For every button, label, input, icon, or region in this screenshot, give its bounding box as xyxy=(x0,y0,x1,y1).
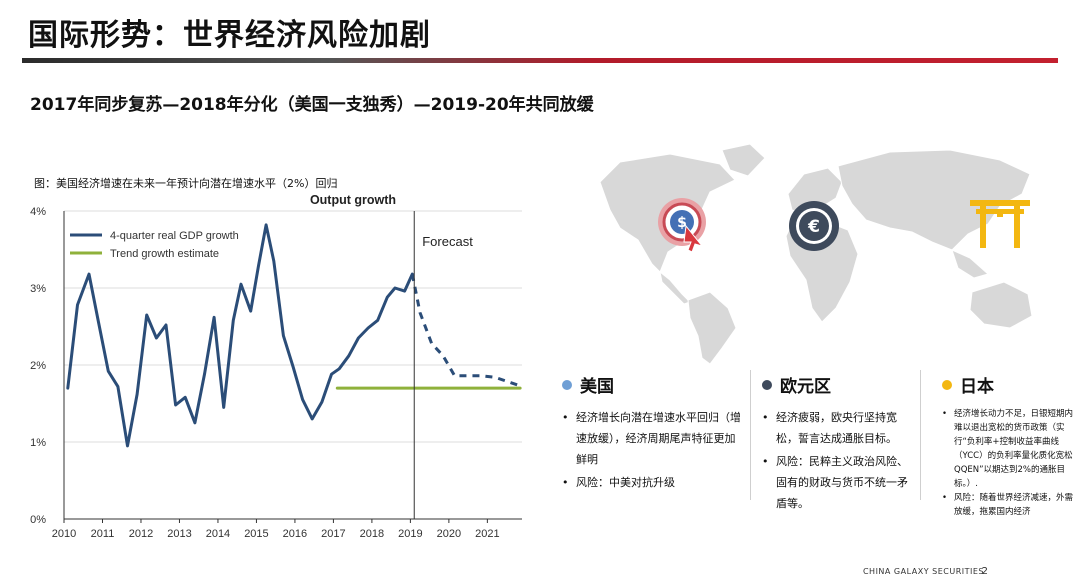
legend-label: 4-quarter real GDP growth xyxy=(110,230,239,242)
region-us-dot xyxy=(562,379,572,390)
chart-legend: 4-quarter real GDP growth Trend growth es… xyxy=(70,230,239,260)
page-title: 国际形势：世界经济风险加剧 xyxy=(28,18,431,53)
x-tick-label: 2016 xyxy=(283,528,307,540)
y-tick-label: 2% xyxy=(30,360,46,372)
region-us-bullet: 经济增长向潜在增速水平回归（增速放缓），经济周期尾声特征更加鲜明 xyxy=(562,407,742,470)
region-japan-bullet: 风险：随着世界经济减速，外需放缓，拖累国内经济 xyxy=(942,491,1076,519)
torii-gate-icon xyxy=(970,200,1030,248)
x-tick-label: 2011 xyxy=(91,528,115,540)
x-tick-label: 2012 xyxy=(129,528,153,540)
chart-axes: 0% 1% 2% 3% 4% 2010 2011 2012 2013 2014 2015 2016 20… xyxy=(30,206,522,540)
region-eurozone-bullet: 经济疲弱，欧央行坚持宽松，誓言达成通胀目标。 xyxy=(762,407,912,449)
svg-text:€: € xyxy=(807,217,820,237)
column-divider xyxy=(920,370,921,500)
x-tick-label: 2014 xyxy=(206,528,230,540)
title-divider xyxy=(22,58,1058,63)
region-eurozone-dot xyxy=(762,379,772,390)
x-tick-label: 2015 xyxy=(244,528,268,540)
map-south-america xyxy=(687,291,737,365)
region-eurozone-title: 欧元区 xyxy=(780,377,831,397)
page-number: 2 xyxy=(981,566,988,577)
chart-title: Output growth xyxy=(310,193,396,207)
series-line-1 xyxy=(410,273,521,388)
x-tick-label: 2019 xyxy=(398,528,422,540)
x-tick-label: 2010 xyxy=(52,528,76,540)
chart-caption: 图：美国经济增速在未来一年预计向潜在增速水平（2%）回归 xyxy=(34,177,338,190)
page-subtitle: 2017年同步复苏—2018年分化（美国一支独秀）—2019-20年共同放缓 xyxy=(30,95,594,115)
svg-text:$: $ xyxy=(677,215,687,231)
region-japan-dot xyxy=(942,379,952,390)
region-eurozone-bullet: 风险：民粹主义政治风险、固有的财政与货币不统一矛盾等。 xyxy=(762,451,912,514)
x-tick-label: 2013 xyxy=(167,528,191,540)
forecast-label: Forecast xyxy=(422,234,473,249)
column-divider xyxy=(750,370,751,500)
region-japan: 日本 经济增长动力不足，日银短期内难以退出宽松的货币政策（实行“负利率+控制收益… xyxy=(942,372,1076,519)
region-us: 美国 经济增长向潜在增速水平回归（增速放缓），经济周期尾声特征更加鲜明 风险：中… xyxy=(562,372,742,495)
y-tick-label: 4% xyxy=(30,206,46,218)
y-tick-label: 3% xyxy=(30,283,46,295)
footer-brand: CHINA GALAXY SECURITIES xyxy=(862,567,984,576)
region-us-title: 美国 xyxy=(580,377,614,397)
x-tick-label: 2021 xyxy=(475,528,499,540)
region-japan-bullet: 经济增长动力不足，日银短期内难以退出宽松的货币政策（实行“负利率+控制收益率曲线… xyxy=(942,407,1076,491)
y-tick-label: 0% xyxy=(30,514,46,526)
map-greenland xyxy=(721,143,766,177)
y-tick-label: 1% xyxy=(30,437,46,449)
legend-label: Trend growth estimate xyxy=(110,248,219,260)
dollar-cursor-icon: $ xyxy=(658,198,706,253)
chart-series xyxy=(66,223,522,448)
x-tick-label: 2020 xyxy=(437,528,461,540)
x-tick-label: 2018 xyxy=(360,528,384,540)
map-central-america xyxy=(659,270,691,305)
region-japan-title: 日本 xyxy=(960,377,994,397)
output-growth-chart: 0% 1% 2% 3% 4% 2010 2011 2012 2013 2014 2015 2016 20… xyxy=(30,193,522,540)
x-tick-label: 2017 xyxy=(321,528,345,540)
map-australia xyxy=(969,281,1033,329)
world-map: $ € xyxy=(599,143,1033,365)
euro-coin-icon: € xyxy=(789,201,839,251)
region-eurozone: 欧元区 经济疲弱，欧央行坚持宽松，誓言达成通胀目标。 风险：民粹主义政治风险、固… xyxy=(762,372,912,516)
region-us-bullet: 风险：中美对抗升级 xyxy=(562,472,742,493)
series-line-0 xyxy=(66,223,414,448)
map-southeast-asia xyxy=(951,249,990,279)
